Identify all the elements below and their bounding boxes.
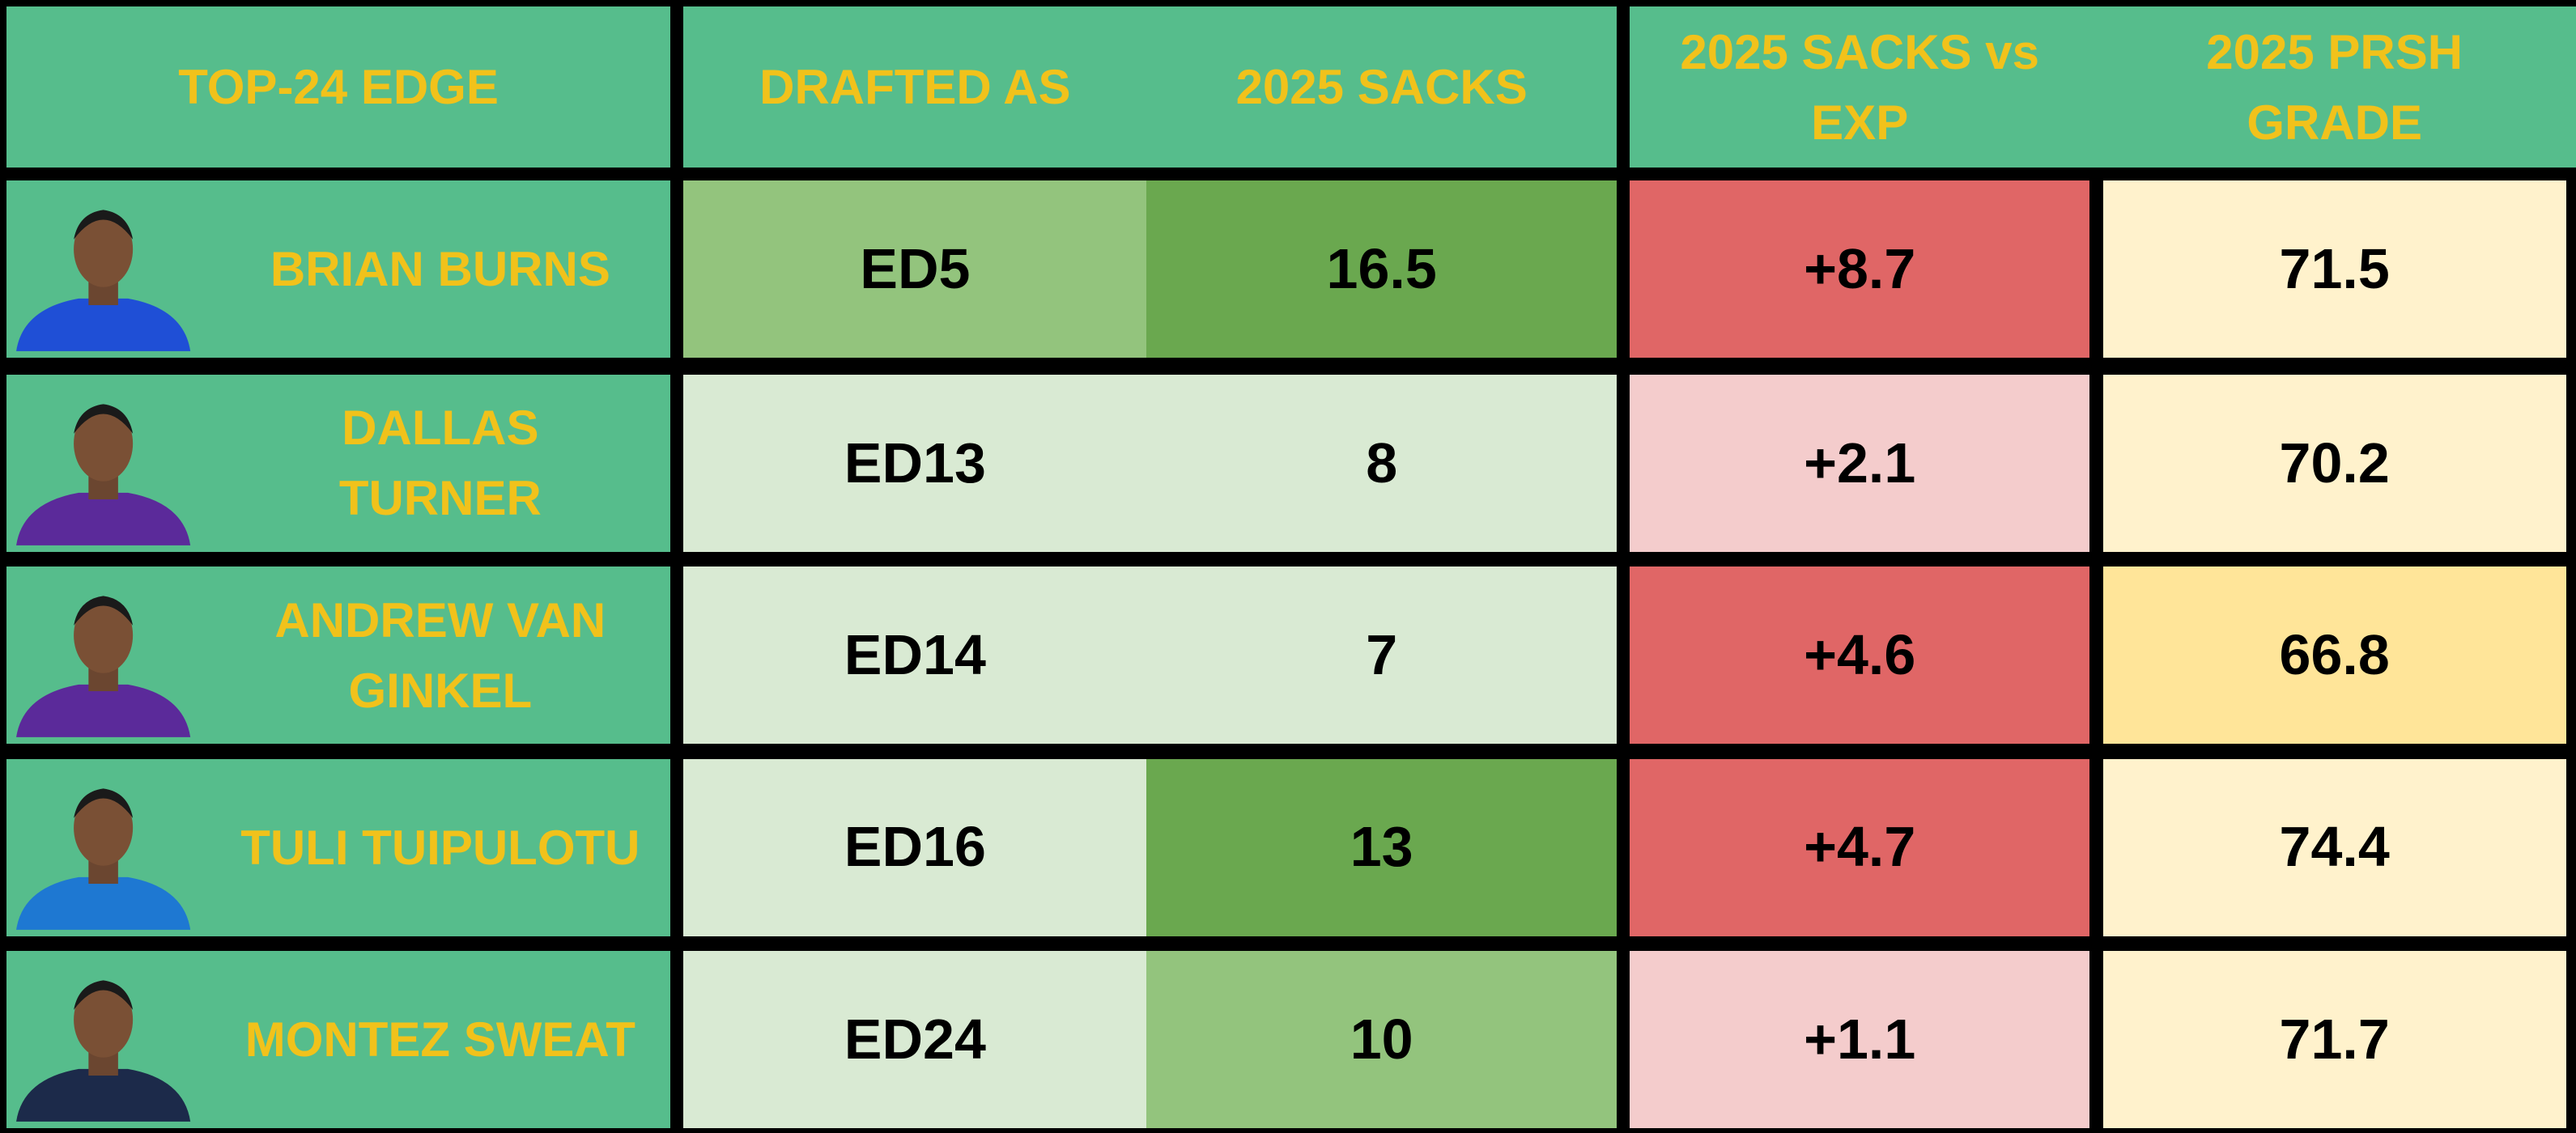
header-cell-text: 2025 SACKS vs EXP	[1680, 24, 2039, 150]
player-name: MONTEZ SWEAT	[230, 951, 651, 1128]
stat-cell: 16.5	[1146, 180, 1617, 359]
player-name: BRIAN BURNS	[230, 180, 651, 358]
header-cell: DRAFTED AS	[683, 6, 1146, 168]
player-name-text: MONTEZ SWEAT	[244, 1012, 635, 1067]
header-cell-text: DRAFTED AS	[759, 60, 1071, 115]
player-photo	[16, 980, 191, 1122]
stat-cell-text: ED16	[844, 815, 986, 879]
stat-cell-text: 71.7	[2279, 1007, 2390, 1071]
player-name: DALLAS TURNER	[230, 375, 651, 552]
player-photo	[16, 404, 191, 545]
player-name-text: ANDREW VAN GINKEL	[274, 592, 606, 718]
player-name-text: DALLAS TURNER	[338, 401, 542, 526]
stat-cell-text: +8.7	[1804, 237, 1916, 301]
stat-cell-text: +1.1	[1804, 1007, 1916, 1071]
header-cell: TOP-24 EDGE	[6, 6, 670, 168]
player-name-text: TULI TUIPULOTU	[240, 820, 640, 875]
stat-cell-text: 71.5	[2279, 237, 2390, 301]
header-bg	[1630, 6, 2576, 168]
stat-cell-text: 66.8	[2279, 622, 2390, 686]
header-bg	[6, 6, 670, 168]
stat-cell: 74.4	[2102, 758, 2566, 936]
stat-cell-text: ED14	[844, 622, 986, 686]
player-photo	[16, 788, 191, 930]
header-cell-text: 2025 SACKS	[1235, 60, 1528, 115]
stat-cell: +1.1	[1630, 950, 2090, 1129]
stat-cell: +4.7	[1630, 758, 2090, 936]
stat-cell-text: 74.4	[2279, 815, 2390, 879]
stat-cell: +8.7	[1630, 180, 2090, 359]
stat-cell-text: 16.5	[1326, 237, 1437, 301]
header-bg	[683, 6, 1617, 168]
stat-cell: 7	[1146, 566, 1617, 745]
stat-cell: ED14	[683, 566, 1147, 745]
player-name: TULI TUIPULOTU	[230, 759, 651, 936]
stat-cell: 13	[1146, 758, 1617, 936]
stat-cell-text: 8	[1366, 431, 1398, 494]
header-cell-text: 2025 PRSH GRADE	[2206, 24, 2463, 150]
stat-cell-text: ED24	[844, 1007, 986, 1071]
header-cell-text: TOP-24 EDGE	[178, 60, 499, 115]
stat-cell: 71.5	[2102, 180, 2566, 359]
stat-cell-text: ED13	[844, 431, 986, 494]
stat-cell: +4.6	[1630, 566, 2090, 745]
header-cell: 2025 SACKS vs EXP	[1630, 6, 2089, 168]
stat-cell-text: +4.6	[1804, 622, 1916, 686]
stat-cell-text: 13	[1350, 815, 1413, 879]
stat-cell: ED5	[683, 180, 1147, 359]
stat-cell: 70.2	[2102, 374, 2566, 552]
stat-cell-text: 10	[1350, 1007, 1413, 1071]
player-name-text: BRIAN BURNS	[270, 242, 610, 297]
player-photo	[16, 210, 191, 352]
stat-cell-text: 70.2	[2279, 431, 2390, 494]
player-name: ANDREW VAN GINKEL	[230, 566, 651, 744]
stat-cell: ED13	[683, 374, 1147, 552]
stat-cell-text: 7	[1366, 622, 1398, 686]
header-cell: 2025 PRSH GRADE	[2103, 6, 2566, 168]
player-photo	[16, 596, 191, 738]
header-cell: 2025 SACKS	[1146, 6, 1616, 168]
stat-cell: 10	[1146, 950, 1617, 1129]
stat-cell: 8	[1146, 374, 1617, 552]
stat-cell: ED16	[683, 758, 1147, 936]
stat-cell: +2.1	[1630, 374, 2090, 552]
stat-cell-text: ED5	[860, 237, 971, 301]
stat-cell: 71.7	[2102, 950, 2566, 1129]
stat-cell-text: +4.7	[1804, 815, 1916, 879]
stat-cell-text: +2.1	[1804, 431, 1916, 494]
stat-cell: 66.8	[2102, 566, 2566, 745]
stat-cell: ED24	[683, 950, 1147, 1129]
